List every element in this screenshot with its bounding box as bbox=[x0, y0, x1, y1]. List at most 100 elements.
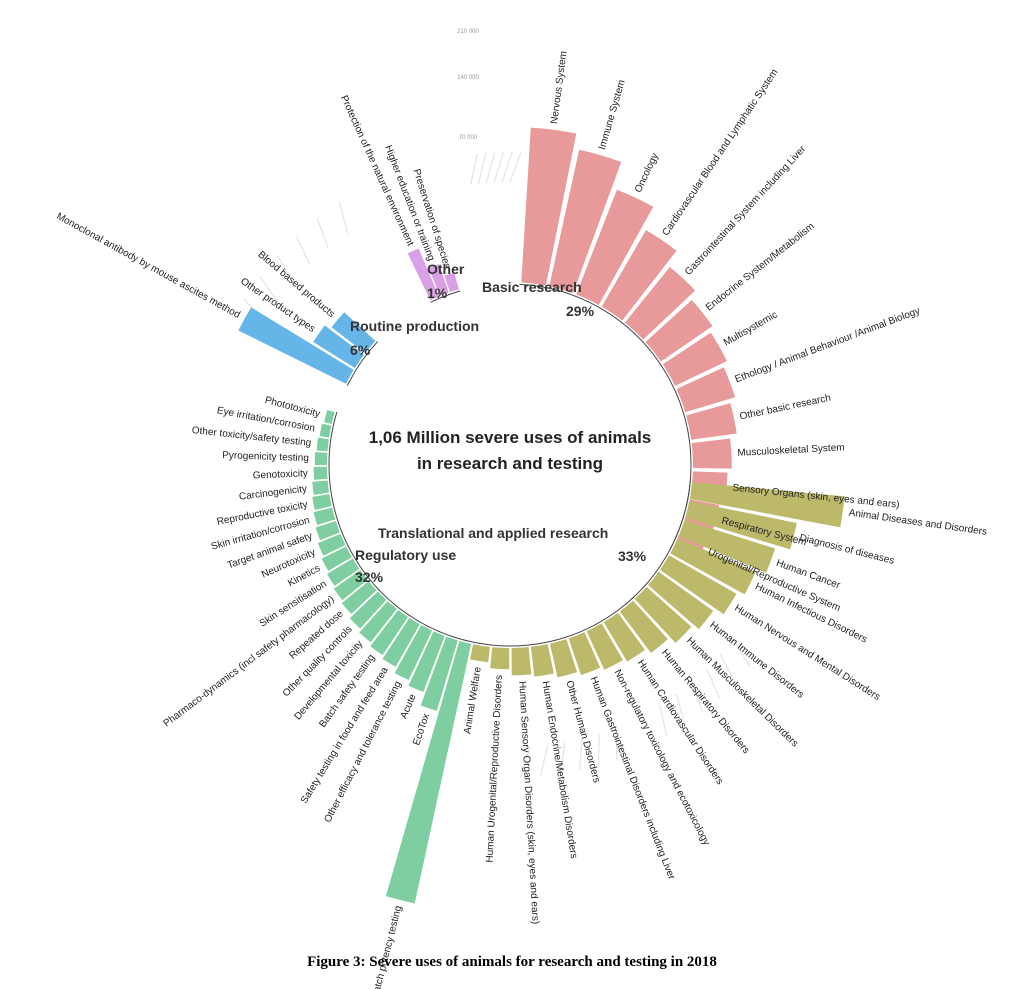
bar-animal-welfare bbox=[469, 644, 490, 663]
group-name-routine-production: Routine production bbox=[350, 318, 479, 334]
bar-human-musculoskeletal-disorders bbox=[634, 586, 692, 643]
decor-line bbox=[706, 668, 720, 698]
bar-label-human-sensory-organ-disorders-skin-eyes-and-ears: Human Sensory Organ Disorders (skin, eye… bbox=[516, 681, 540, 925]
bar-human-cardiovascular-disorders bbox=[603, 612, 645, 662]
bar-higher-education-or-training bbox=[428, 264, 449, 296]
bar-carcinogenicity bbox=[312, 480, 330, 495]
bar-other-toxicity-safety-testing bbox=[316, 437, 329, 452]
bar-label-cardiovascular-blood-and-lymphatic-system: Cardiovascular Blood and Lymphatic Syste… bbox=[661, 67, 781, 238]
bar-reproductive-toxicity bbox=[312, 494, 332, 510]
decor-line bbox=[477, 152, 487, 184]
bar-protection-of-the-natural-environment bbox=[407, 248, 439, 301]
decor-line bbox=[295, 235, 311, 266]
decor-line bbox=[485, 152, 496, 184]
bar-human-sensory-organ-disorders-skin-eyes-and-ears bbox=[511, 647, 532, 676]
bar-developmental-toxicity bbox=[359, 601, 397, 643]
bar-preservation-of-species bbox=[444, 272, 459, 293]
bar-label-carcinogenicity: Carcinogenicity bbox=[238, 484, 307, 503]
bar-multisystemic bbox=[662, 332, 727, 386]
chart-title-line-1: 1,06 Million severe uses of animals bbox=[369, 428, 652, 447]
bar-blood-based-products bbox=[331, 312, 376, 354]
decor-line bbox=[259, 276, 279, 304]
bar-immune-system bbox=[549, 149, 622, 294]
bar-label-protection-of-the-natural-environment: Protection of the natural environment bbox=[338, 94, 416, 248]
bar-label-gastrointestinal-system-including-liver: Gastrointestinal System including Liver bbox=[683, 143, 809, 277]
bar-label-multisystemic: Multisystemic bbox=[722, 309, 780, 348]
bar-genotoxicity bbox=[313, 466, 328, 480]
bar-label-human-urogenital-reproductive-disorders: Human Urogenital/Reproductive Disorders bbox=[484, 675, 505, 863]
bar-human-immune-disorders bbox=[648, 571, 714, 630]
bar-label-nervous-system: Nervous System bbox=[549, 50, 569, 124]
bar-label-diagnosis-of-diseases: Diagnosis of diseases bbox=[798, 533, 895, 567]
bar-phototoxicity bbox=[324, 410, 335, 425]
decor-line bbox=[559, 742, 566, 775]
group-share-basic-research: 29% bbox=[566, 303, 595, 319]
group-name-regulatory-use: Regulatory use bbox=[355, 547, 456, 563]
bar-cardiovascular-blood-and-lymphatic-system bbox=[601, 230, 677, 321]
bar-other-efficacy-and-tolerance-testing bbox=[394, 625, 433, 681]
bar-human-nervous-and-mental-disorders bbox=[659, 555, 737, 615]
bar-human-endocrine-metabolism-disorders bbox=[530, 644, 554, 677]
bar-label-blood-based-products: Blood based products bbox=[256, 249, 337, 320]
chart-title-line-2: in research and testing bbox=[417, 454, 603, 473]
bar-batch-potency-testing bbox=[385, 640, 472, 904]
bar-repeated-dose bbox=[341, 581, 377, 614]
bar-skin-sensitisation bbox=[326, 558, 360, 586]
bar-neurotoxicity bbox=[317, 533, 346, 556]
bar-other-basic-research bbox=[686, 403, 737, 440]
group-name-basic-research: Basic research bbox=[482, 279, 582, 295]
decor-line bbox=[520, 747, 531, 778]
bar-human-gastrointestinal-disorders-including-liver bbox=[568, 632, 601, 676]
decor-line bbox=[675, 693, 686, 725]
decor-line bbox=[509, 151, 522, 183]
chart-bars bbox=[238, 127, 845, 904]
decor-line bbox=[597, 733, 600, 766]
decor-line bbox=[691, 681, 704, 712]
bar-other-product-types bbox=[313, 325, 364, 369]
radial-tick-label: 140 000 bbox=[457, 75, 479, 81]
bar-label-oncology: Oncology bbox=[633, 152, 661, 195]
radial-tick-label: 210 000 bbox=[457, 29, 479, 35]
bar-diagnosis-of-diseases bbox=[685, 501, 797, 550]
decor-line bbox=[338, 202, 349, 234]
decor-line bbox=[493, 151, 505, 183]
group-share-translational-and-applied-research: 33% bbox=[618, 548, 647, 564]
decor-line bbox=[276, 255, 294, 284]
bar-label-human-immune-disorders: Human Immune Disorders bbox=[707, 620, 805, 701]
bar-label-genotoxicity: Genotoxicity bbox=[253, 468, 308, 481]
bar-label-animal-diseases-and-disorders: Animal Diseases and Disorders bbox=[848, 507, 988, 537]
bar-label-pyrogenicity-testing: Pyrogenicity testing bbox=[222, 450, 309, 464]
bar-skin-irritation-corrosion bbox=[313, 507, 336, 526]
bar-label-ecotox: EcoTox bbox=[411, 712, 432, 747]
group-share-routine-production: 6% bbox=[350, 342, 371, 358]
bar-label-batch-potency-testing: Batch potency testing bbox=[370, 905, 404, 989]
decor-line bbox=[615, 727, 618, 760]
bar-eye-irritation-corrosion bbox=[319, 423, 332, 438]
bar-endocrine-system-metabolism bbox=[645, 299, 713, 362]
group-arc-translational-and-applied-research bbox=[472, 480, 691, 647]
bar-label-other-basic-research: Other basic research bbox=[739, 393, 832, 423]
bar-label-musculoskeletal-system: Musculoskeletal System bbox=[737, 442, 845, 459]
decor-line bbox=[501, 151, 513, 183]
bar-human-respiratory-disorders bbox=[619, 600, 668, 654]
decor-line bbox=[719, 654, 736, 683]
group-name-translational-and-applied-research: Translational and applied research bbox=[378, 525, 608, 541]
bar-human-infectious-disorders bbox=[670, 538, 756, 595]
group-arc-routine-production bbox=[346, 341, 378, 386]
decor-line bbox=[578, 738, 583, 771]
bar-oncology bbox=[576, 189, 654, 305]
bar-ethology-animal-behaviour-animal-biology bbox=[676, 367, 736, 413]
decor-line bbox=[732, 638, 751, 667]
bar-batch-safety-testing bbox=[370, 609, 409, 656]
figure-caption: Figure 3: Severe uses of animals for res… bbox=[307, 954, 717, 970]
bar-label-animal-welfare: Animal Welfare bbox=[462, 666, 483, 735]
group-arc-other bbox=[430, 290, 461, 303]
bar-animal-diseases-and-disorders bbox=[689, 482, 845, 528]
decor-line bbox=[470, 153, 478, 185]
bar-gastrointestinal-system-including-liver bbox=[624, 267, 696, 340]
decor-line bbox=[316, 218, 329, 249]
bar-safety-testing-in-food-and-feed-area bbox=[382, 617, 420, 667]
